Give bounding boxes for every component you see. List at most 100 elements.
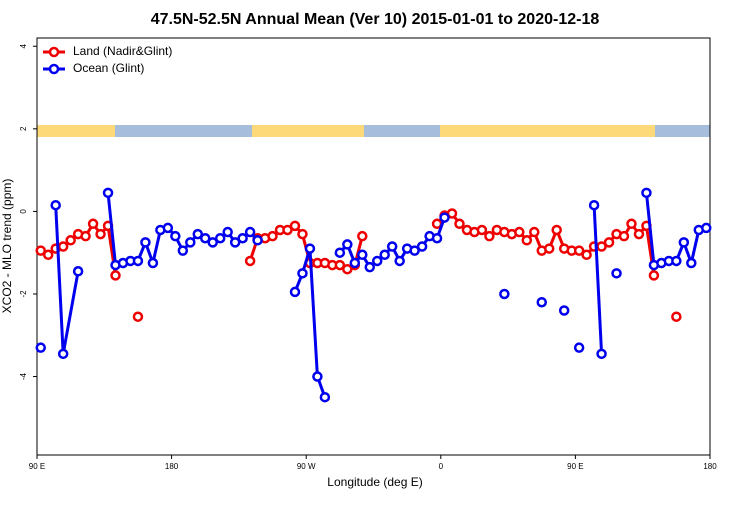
data-point (192, 228, 204, 240)
chart-title: 47.5N-52.5N Annual Mean (Ver 10) 2015-01… (151, 11, 600, 28)
y-tick-label: 0 (19, 209, 28, 214)
data-point (252, 235, 263, 246)
data-point (386, 241, 398, 252)
data-point (543, 243, 555, 254)
y-tick-label: 4 (19, 43, 28, 48)
data-point (200, 232, 211, 244)
x-axis-label: Longitude (deg E) (327, 475, 422, 489)
data-point (87, 218, 99, 230)
land-strip (252, 125, 364, 137)
data-point (57, 348, 69, 360)
data-point (162, 222, 174, 234)
data-point (588, 199, 600, 211)
data-point (573, 342, 585, 353)
data-point (297, 268, 308, 279)
data-point (312, 371, 323, 382)
data-point (282, 224, 293, 236)
data-point (603, 237, 615, 248)
data-point (536, 296, 547, 308)
data-point (334, 259, 346, 271)
data-point (342, 263, 353, 275)
data-point (357, 230, 368, 242)
data-point (267, 230, 278, 242)
data-point (95, 228, 106, 240)
data-point (431, 232, 443, 244)
data-point (611, 268, 622, 279)
x-tick-label: 90 W (297, 462, 316, 471)
data-point (304, 243, 316, 254)
data-point (394, 255, 405, 267)
data-point (678, 237, 690, 248)
data-point (409, 245, 420, 256)
data-point (371, 255, 383, 267)
surface-strip (37, 125, 710, 137)
data-point (446, 208, 458, 219)
data-point (334, 247, 346, 258)
y-tick-label: -4 (19, 372, 28, 380)
data-point (499, 288, 510, 300)
data-point (65, 235, 76, 246)
legend-label: Land (Nadir&Glint) (73, 44, 172, 58)
data-point (110, 270, 121, 281)
data-point (379, 249, 390, 261)
data-point (484, 230, 495, 242)
y-axis-label: XCO2 - MLO trend (ppm) (0, 179, 14, 314)
data-point (439, 212, 450, 223)
data-point (573, 245, 585, 256)
data-point (222, 226, 233, 238)
data-point (349, 257, 361, 269)
data-point (558, 305, 570, 316)
data-point (319, 391, 331, 403)
data-point (686, 257, 697, 269)
data-point (147, 257, 159, 269)
data-point (35, 245, 46, 256)
legend-marker (48, 46, 60, 58)
data-point (57, 241, 69, 252)
data-point (476, 224, 488, 236)
data-point (35, 342, 46, 353)
data-point (514, 226, 525, 238)
data-point (671, 255, 682, 267)
data-point (581, 249, 592, 261)
series-line (592, 205, 604, 354)
data-point (289, 286, 301, 298)
data-point (641, 187, 652, 199)
data-point (132, 311, 144, 322)
data-point (671, 311, 682, 322)
data-point (42, 249, 54, 261)
legend-marker (48, 63, 60, 75)
data-point (701, 222, 712, 234)
data-point (244, 226, 256, 238)
y-tick-label: 2 (19, 126, 28, 131)
data-point (596, 348, 607, 360)
land-strip (440, 125, 655, 137)
data-point (214, 232, 226, 244)
data-point (140, 237, 151, 248)
data-point (648, 270, 660, 281)
data-point (364, 261, 376, 273)
y-tick-label: -2 (19, 290, 28, 298)
data-point (357, 249, 368, 261)
x-tick-label: 180 (703, 462, 717, 471)
data-point (185, 237, 196, 248)
data-point (289, 220, 301, 232)
x-tick-label: 90 E (29, 462, 45, 471)
data-point (454, 218, 465, 230)
data-point (633, 228, 645, 240)
data-point (50, 199, 61, 211)
data-point (618, 230, 630, 242)
data-point (207, 237, 218, 248)
data-point (416, 241, 428, 252)
data-point (521, 235, 533, 246)
data-point (342, 239, 353, 250)
data-point (80, 230, 91, 242)
data-point (132, 255, 144, 267)
data-point (72, 266, 84, 277)
data-point (551, 224, 562, 236)
data-point (244, 255, 256, 267)
data-point (170, 230, 181, 242)
x-tick-label: 0 (439, 462, 444, 471)
